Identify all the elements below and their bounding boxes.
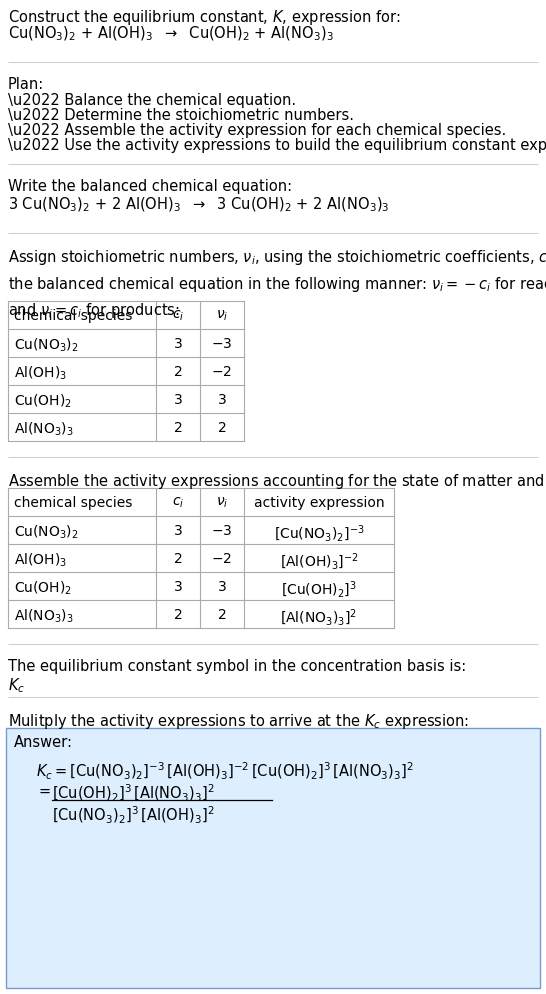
Text: 2: 2 <box>174 420 182 434</box>
Text: Plan:: Plan: <box>8 77 44 91</box>
Text: The equilibrium constant symbol in the concentration basis is:: The equilibrium constant symbol in the c… <box>8 658 466 673</box>
Text: $\nu_i$: $\nu_i$ <box>216 495 228 510</box>
Text: [Cu(OH)$_2$]$^3$: [Cu(OH)$_2$]$^3$ <box>281 580 357 599</box>
Text: 2: 2 <box>174 607 182 621</box>
Text: \u2022 Use the activity expressions to build the equilibrium constant expression: \u2022 Use the activity expressions to b… <box>8 138 546 153</box>
Text: Cu(NO$_3$)$_2$: Cu(NO$_3$)$_2$ <box>14 524 79 541</box>
Text: Cu(NO$_3$)$_2$ + Al(OH)$_3$  $\rightarrow$  Cu(OH)$_2$ + Al(NO$_3$)$_3$: Cu(NO$_3$)$_2$ + Al(OH)$_3$ $\rightarrow… <box>8 25 334 44</box>
Text: Cu(OH)$_2$: Cu(OH)$_2$ <box>14 580 72 596</box>
Text: chemical species: chemical species <box>14 309 132 323</box>
Text: \u2022 Determine the stoichiometric numbers.: \u2022 Determine the stoichiometric numb… <box>8 108 354 123</box>
Text: $K_c$: $K_c$ <box>8 675 25 694</box>
Text: $[\mathrm{Cu(OH)_2}]^3\,[\mathrm{Al(NO_3)_3}]^2$: $[\mathrm{Cu(OH)_2}]^3\,[\mathrm{Al(NO_3… <box>52 782 215 803</box>
Text: Construct the equilibrium constant, $K$, expression for:: Construct the equilibrium constant, $K$,… <box>8 8 401 27</box>
Text: Al(OH)$_3$: Al(OH)$_3$ <box>14 365 67 382</box>
Text: Al(NO$_3$)$_3$: Al(NO$_3$)$_3$ <box>14 420 74 438</box>
Text: Cu(OH)$_2$: Cu(OH)$_2$ <box>14 393 72 410</box>
Text: \u2022 Balance the chemical equation.: \u2022 Balance the chemical equation. <box>8 92 296 108</box>
Text: 3: 3 <box>218 393 227 407</box>
Text: chemical species: chemical species <box>14 495 132 510</box>
Text: 3: 3 <box>174 337 182 351</box>
Text: $-3$: $-3$ <box>211 524 233 538</box>
Text: $-2$: $-2$ <box>211 365 233 379</box>
Text: Cu(NO$_3$)$_2$: Cu(NO$_3$)$_2$ <box>14 337 79 354</box>
Text: Mulitply the activity expressions to arrive at the $K_c$ expression:: Mulitply the activity expressions to arr… <box>8 712 469 731</box>
Text: $\nu_i$: $\nu_i$ <box>216 309 228 323</box>
Text: 3: 3 <box>174 524 182 538</box>
Text: $c_i$: $c_i$ <box>172 495 184 510</box>
Text: 3: 3 <box>174 580 182 593</box>
Text: Assemble the activity expressions accounting for the state of matter and $\nu_i$: Assemble the activity expressions accoun… <box>8 471 546 490</box>
Text: $-3$: $-3$ <box>211 337 233 351</box>
Text: 2: 2 <box>174 552 182 566</box>
Text: $[\mathrm{Cu(NO_3)_2}]^3\,[\mathrm{Al(OH)_3}]^2$: $[\mathrm{Cu(NO_3)_2}]^3\,[\mathrm{Al(OH… <box>52 804 215 825</box>
Text: Al(NO$_3$)$_3$: Al(NO$_3$)$_3$ <box>14 607 74 625</box>
Text: 2: 2 <box>174 365 182 379</box>
Text: [Cu(NO$_3$)$_2$]$^{-3}$: [Cu(NO$_3$)$_2$]$^{-3}$ <box>274 524 364 544</box>
Text: 3: 3 <box>174 393 182 407</box>
Text: $K_c = [\mathrm{Cu(NO_3)_2}]^{-3}\,[\mathrm{Al(OH)_3}]^{-2}\,[\mathrm{Cu(OH)_2}]: $K_c = [\mathrm{Cu(NO_3)_2}]^{-3}\,[\mat… <box>36 760 414 781</box>
Text: 3: 3 <box>218 580 227 593</box>
Text: $c_i$: $c_i$ <box>172 309 184 323</box>
Text: $=$: $=$ <box>36 782 51 797</box>
Text: 2: 2 <box>218 420 227 434</box>
Text: Al(OH)$_3$: Al(OH)$_3$ <box>14 552 67 569</box>
Text: $-2$: $-2$ <box>211 552 233 566</box>
Text: [Al(NO$_3$)$_3$]$^2$: [Al(NO$_3$)$_3$]$^2$ <box>281 607 358 628</box>
Text: activity expression: activity expression <box>254 495 384 510</box>
Text: Answer:: Answer: <box>14 735 73 749</box>
Text: \u2022 Assemble the activity expression for each chemical species.: \u2022 Assemble the activity expression … <box>8 123 506 138</box>
Text: [Al(OH)$_3$]$^{-2}$: [Al(OH)$_3$]$^{-2}$ <box>280 552 358 572</box>
Text: Write the balanced chemical equation:: Write the balanced chemical equation: <box>8 179 292 194</box>
Text: Assign stoichiometric numbers, $\nu_i$, using the stoichiometric coefficients, $: Assign stoichiometric numbers, $\nu_i$, … <box>8 248 546 320</box>
Text: 2: 2 <box>218 607 227 621</box>
Bar <box>6 729 540 988</box>
Text: 3 Cu(NO$_3$)$_2$ + 2 Al(OH)$_3$  $\rightarrow$  3 Cu(OH)$_2$ + 2 Al(NO$_3$)$_3$: 3 Cu(NO$_3$)$_2$ + 2 Al(OH)$_3$ $\righta… <box>8 196 389 214</box>
